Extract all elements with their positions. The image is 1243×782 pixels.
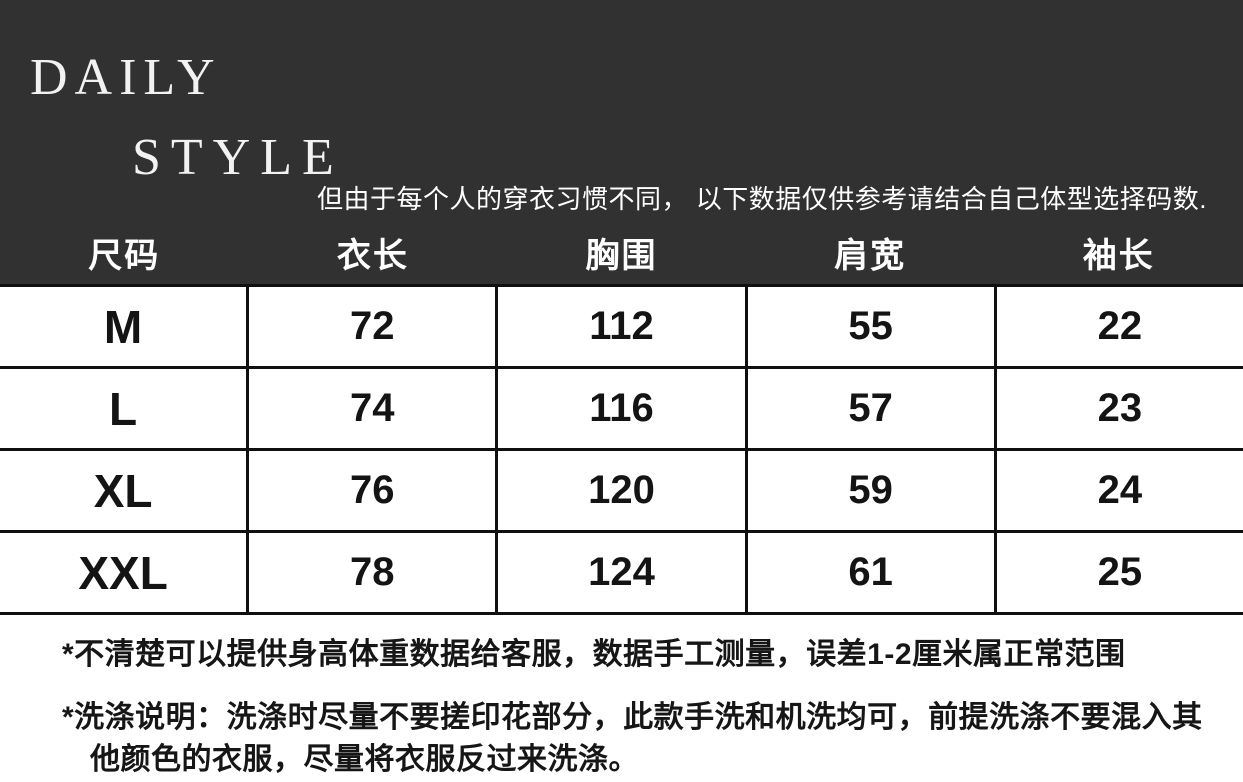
table-header-row: 尺码 衣长 胸围 肩宽 袖长 bbox=[0, 220, 1243, 284]
shoulder-value: 55 bbox=[744, 284, 997, 369]
sleeve-value: 22 bbox=[993, 284, 1243, 369]
length-value: 74 bbox=[246, 366, 499, 451]
shoulder-value: 61 bbox=[744, 530, 997, 615]
length-value: 76 bbox=[246, 448, 499, 533]
column-header-size: 尺码 bbox=[88, 236, 161, 275]
footnotes-section: *不清楚可以提供身高体重数据给客服，数据手工测量，误差1-2厘米属正常范围 *洗… bbox=[0, 615, 1243, 781]
table-row: L 74 116 57 23 bbox=[0, 366, 1243, 451]
table-row: XXL 78 124 61 25 bbox=[0, 530, 1243, 615]
sleeve-value: 24 bbox=[993, 448, 1243, 533]
size-label: M bbox=[0, 284, 250, 369]
column-header-length: 衣长 bbox=[336, 236, 409, 275]
washing-instructions-footnote: *洗涤说明：洗涤时尽量不要搓印花部分，此款手洗和机洗均可，前提洗涤不要混入其他颜… bbox=[62, 701, 1203, 776]
table-row: M 72 112 55 22 bbox=[0, 284, 1243, 369]
column-header-shoulder: 肩宽 bbox=[834, 236, 907, 275]
size-label: XXL bbox=[0, 530, 250, 615]
sleeve-value: 23 bbox=[993, 366, 1243, 451]
length-value: 72 bbox=[246, 284, 499, 369]
size-notice-text: 但由于每个人的穿衣习惯不同， 以下数据仅供参考请结合自己体型选择码数. bbox=[317, 184, 1207, 214]
size-label: XL bbox=[0, 448, 250, 533]
table-row: XL 76 120 59 24 bbox=[0, 448, 1243, 533]
bust-value: 116 bbox=[495, 366, 748, 451]
measurement-footnote: *不清楚可以提供身高体重数据给客服，数据手工测量，误差1-2厘米属正常范围 bbox=[62, 638, 1126, 671]
size-label: L bbox=[0, 366, 250, 451]
brand-logo-line2: STYLE bbox=[132, 129, 344, 186]
header-band: DAILY STYLE 但由于每个人的穿衣习惯不同， 以下数据仅供参考请结合自己… bbox=[0, 0, 1243, 284]
length-value: 78 bbox=[246, 530, 499, 615]
shoulder-value: 59 bbox=[744, 448, 997, 533]
size-table: M 72 112 55 22 L 74 116 57 23 XL 76 120 … bbox=[0, 284, 1243, 615]
column-header-sleeve: 袖长 bbox=[1082, 236, 1155, 275]
column-header-bust: 胸围 bbox=[585, 236, 658, 275]
shoulder-value: 57 bbox=[744, 366, 997, 451]
bust-value: 112 bbox=[495, 284, 748, 369]
brand-logo-line1: DAILY bbox=[30, 49, 222, 106]
bust-value: 124 bbox=[495, 530, 748, 615]
bust-value: 120 bbox=[495, 448, 748, 533]
sleeve-value: 25 bbox=[993, 530, 1243, 615]
